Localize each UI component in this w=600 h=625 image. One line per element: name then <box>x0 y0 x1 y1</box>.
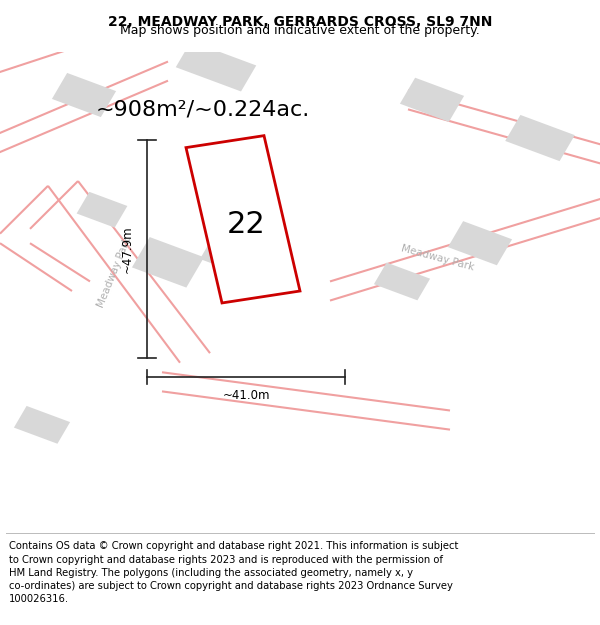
Text: Meadway Park: Meadway Park <box>95 235 133 309</box>
Polygon shape <box>400 78 464 122</box>
Polygon shape <box>505 115 575 161</box>
Text: ~47.9m: ~47.9m <box>121 226 134 273</box>
Polygon shape <box>132 237 204 288</box>
Text: Map shows position and indicative extent of the property.: Map shows position and indicative extent… <box>120 24 480 38</box>
Text: Meadway Park: Meadway Park <box>400 243 476 272</box>
Polygon shape <box>77 192 127 228</box>
Polygon shape <box>186 136 300 303</box>
Text: ~41.0m: ~41.0m <box>222 389 270 402</box>
Text: Contains OS data © Crown copyright and database right 2021. This information is : Contains OS data © Crown copyright and d… <box>9 541 458 604</box>
Text: 22, MEADWAY PARK, GERRARDS CROSS, SL9 7NN: 22, MEADWAY PARK, GERRARDS CROSS, SL9 7N… <box>108 14 492 29</box>
Polygon shape <box>200 224 280 281</box>
Polygon shape <box>52 73 116 117</box>
Polygon shape <box>14 406 70 444</box>
Polygon shape <box>374 262 430 301</box>
Text: ~908m²/~0.224ac.: ~908m²/~0.224ac. <box>96 99 310 119</box>
Text: 22: 22 <box>227 209 265 239</box>
Polygon shape <box>448 221 512 265</box>
Polygon shape <box>176 41 256 91</box>
